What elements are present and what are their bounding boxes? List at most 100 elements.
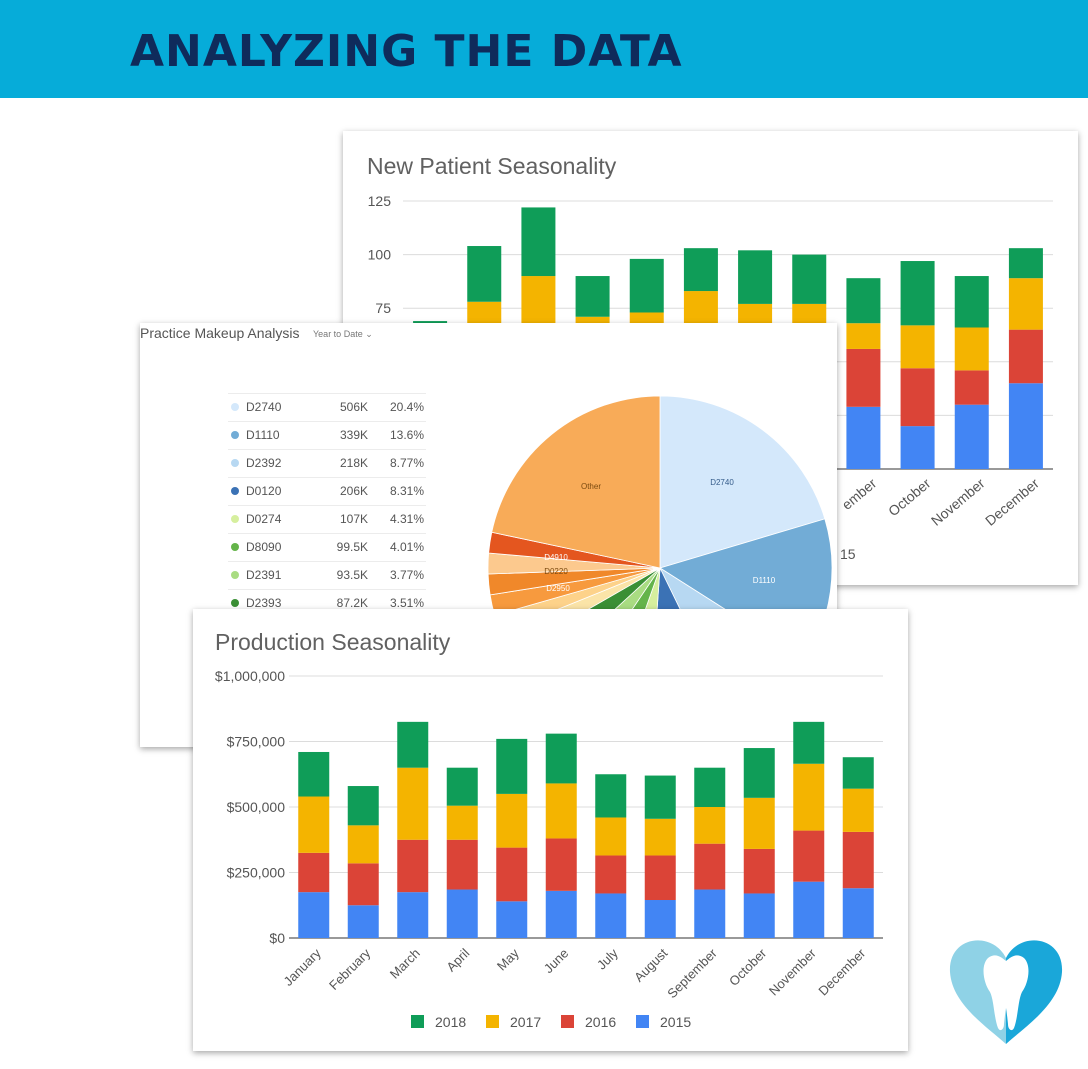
bar-2018-june	[683, 248, 718, 292]
procedure-value: 107K	[339, 512, 368, 526]
pie-label: D2950	[546, 584, 570, 593]
bar-2016-march	[397, 839, 429, 893]
procedure-code: D2393	[246, 596, 282, 610]
bar-2016-january	[298, 852, 330, 893]
bar-2015-january	[298, 892, 330, 938]
bar-2016-november	[954, 370, 989, 405]
bar-2017-may	[496, 793, 528, 848]
legend-swatch-2018	[411, 1015, 424, 1028]
x-tick-label: August	[631, 945, 670, 984]
header-banner: ANALYZING THE DATA	[0, 0, 1088, 98]
pie-label: D0220	[544, 567, 568, 576]
bar-2015-may	[496, 901, 528, 938]
legend-dot	[231, 599, 239, 607]
bar-2015-february	[347, 905, 379, 938]
procedure-value: 339K	[339, 428, 368, 442]
legend-swatch-2017	[486, 1015, 499, 1028]
bar-2016-december	[842, 831, 874, 889]
procedure-percent: 3.77%	[389, 568, 424, 582]
bar-2017-september	[694, 807, 726, 844]
x-tick-label: December	[982, 475, 1042, 529]
pie-label: D1110	[753, 576, 776, 585]
bar-2017-april	[446, 805, 478, 840]
year-filter-dropdown[interactable]: Year to Date ⌄	[313, 329, 373, 340]
procedure-percent: 4.31%	[389, 512, 424, 526]
procedure-code: D0120	[246, 484, 282, 498]
y-tick-label: 100	[368, 247, 392, 263]
x-tick-label: November	[928, 475, 988, 529]
procedure-code: D2740	[246, 400, 282, 414]
bar-2017-november	[793, 763, 825, 831]
y-tick-label: 75	[375, 300, 391, 316]
bar-2018-august	[792, 254, 827, 304]
procedure-value: 506K	[339, 400, 368, 414]
legend-fragment: 15	[840, 546, 856, 562]
procedure-percent: 13.6%	[389, 428, 424, 442]
pie-slice-other	[491, 395, 661, 569]
bar-2016-december	[1008, 329, 1043, 384]
x-tick-label: October	[726, 945, 770, 989]
bar-2016-may	[496, 847, 528, 902]
bar-2018-may	[496, 738, 528, 794]
x-tick-label: December	[815, 945, 868, 998]
procedure-code: D1110	[246, 428, 280, 442]
bar-2018-december	[1008, 248, 1043, 279]
x-tick-label: July	[594, 945, 621, 972]
bar-2016-august	[644, 855, 676, 901]
legend-label-2015: 2015	[660, 1014, 691, 1030]
procedure-code: D8090	[246, 540, 282, 554]
bar-2017-december	[842, 788, 874, 832]
y-tick-label: $1,000,000	[215, 668, 285, 684]
bar-2018-november	[793, 721, 825, 764]
legend-swatch-2015	[636, 1015, 649, 1028]
bar-2017-june	[545, 783, 577, 839]
legend-dot	[231, 571, 239, 579]
bar-2017-january	[298, 796, 330, 853]
procedure-code: D2392	[246, 456, 282, 470]
bar-2016-july	[595, 855, 627, 894]
bar-2018-october	[743, 748, 775, 798]
bar-2016-october	[743, 848, 775, 894]
bar-2015-december	[1008, 383, 1043, 469]
bar-2015-june	[545, 890, 577, 938]
procedure-value: 87.2K	[336, 596, 368, 610]
x-tick-label: April	[443, 945, 472, 974]
bar-2017-july	[595, 817, 627, 856]
x-tick-label: June	[541, 946, 572, 977]
bar-2018-march	[397, 721, 429, 768]
bar-2015-september	[694, 889, 726, 938]
procedure-code: D2391	[246, 568, 282, 582]
bar-2016-february	[347, 863, 379, 906]
bar-2018-february	[467, 246, 502, 302]
bar-2016-september	[846, 348, 881, 407]
bar-2017-october	[743, 797, 775, 849]
bar-2016-june	[545, 838, 577, 891]
production-chart-card: Production Seasonality $1,000,000 $750,00…	[193, 609, 908, 1051]
bar-2018-april	[446, 767, 478, 806]
table-row: D2393 87.2K 3.51%	[228, 589, 426, 617]
table-row: D0274 107K 4.31%	[228, 505, 426, 533]
procedure-value: 93.5K	[336, 568, 368, 582]
y-tick-label: $500,000	[227, 799, 286, 815]
legend-label-2016: 2016	[585, 1014, 616, 1030]
legend-swatch-2016	[561, 1015, 574, 1028]
procedure-value: 99.5K	[336, 540, 368, 554]
y-tick-label: $0	[269, 930, 285, 946]
bar-2016-september	[694, 843, 726, 890]
procedure-percent: 3.51%	[389, 596, 424, 610]
procedure-percent: 4.01%	[389, 540, 424, 554]
y-tick-label: $750,000	[227, 734, 286, 750]
table-row: D2391 93.5K 3.77%	[228, 561, 426, 589]
procedure-percent: 20.4%	[389, 400, 424, 414]
bar-2018-july	[738, 250, 773, 304]
bar-2018-may	[629, 258, 664, 313]
bar-2015-march	[397, 892, 429, 938]
bar-2018-october	[900, 261, 935, 326]
bar-2015-december	[842, 888, 874, 938]
bar-2017-november	[954, 327, 989, 371]
chevron-down-icon: ⌄	[365, 329, 373, 339]
y-tick-label: 125	[368, 193, 392, 209]
bar-2017-march	[397, 767, 429, 840]
pie-label: D4910	[544, 553, 568, 562]
bar-2018-april	[575, 276, 610, 317]
